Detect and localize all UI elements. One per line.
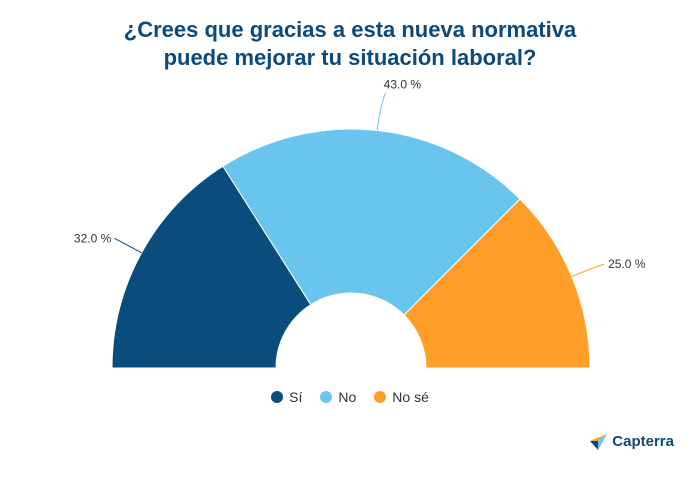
legend-label-nose: No sé xyxy=(392,389,429,405)
data-label-no: 43.0 % xyxy=(384,78,422,92)
legend-swatch-nose xyxy=(374,391,387,403)
data-label-si: 32.0 % xyxy=(74,231,112,245)
legend-label-si: Sí xyxy=(289,389,303,405)
capterra-logo-text: Capterra xyxy=(612,433,674,450)
legend-item-no[interactable]: No xyxy=(320,389,356,405)
capterra-arrow-icon xyxy=(590,433,608,450)
legend-swatch-no xyxy=(320,391,333,403)
slice-si[interactable] xyxy=(111,165,312,369)
leader-line-nose xyxy=(571,263,605,278)
legend-item-nose[interactable]: No sé xyxy=(374,389,429,405)
data-label-nose: 25.0 % xyxy=(608,257,646,271)
leader-line-si xyxy=(114,237,142,254)
chart-data-labels: 32.0 % 43.0 % 25.0 % xyxy=(74,78,646,278)
leader-line-no xyxy=(376,92,387,131)
chart-title-line-1: ¿Crees que gracias a esta nueva normativ… xyxy=(123,17,577,42)
chart-title-line-2: puede mejorar tu situación laboral? xyxy=(163,45,537,70)
legend-label-no: No xyxy=(338,389,357,405)
legend-swatch-si xyxy=(271,391,284,403)
chart-legend: Sí No No sé xyxy=(0,389,700,405)
legend-item-si[interactable]: Sí xyxy=(271,389,302,405)
capterra-logo: Capterra xyxy=(590,433,674,450)
slice-no[interactable] xyxy=(222,128,521,316)
chart-title: ¿Crees que gracias a esta nueva normativ… xyxy=(0,16,700,72)
chart-slices xyxy=(111,128,591,369)
slice-nose[interactable] xyxy=(403,198,591,369)
